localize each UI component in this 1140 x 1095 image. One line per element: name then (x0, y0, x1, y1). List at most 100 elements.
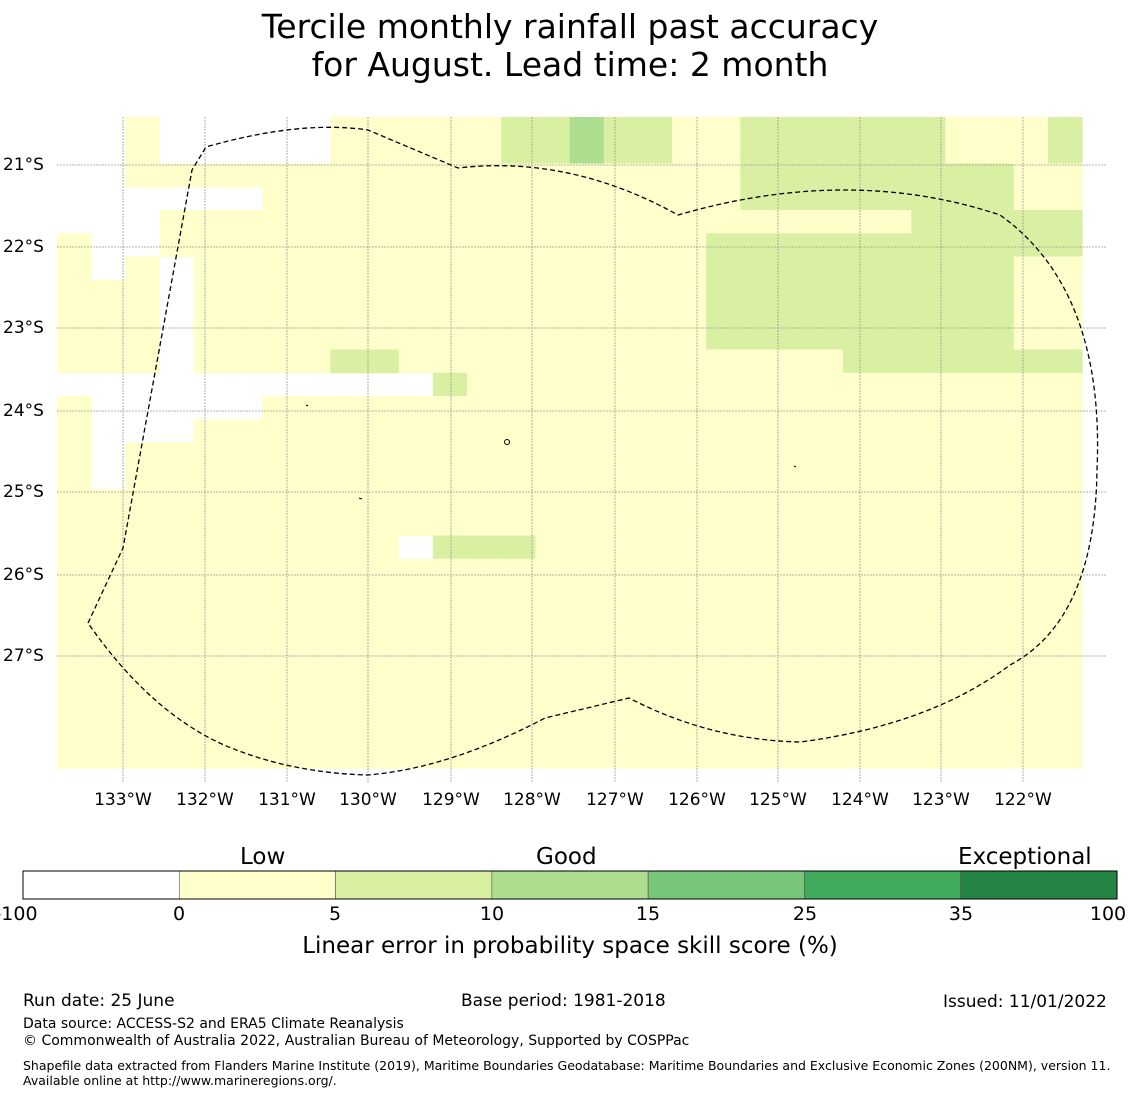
map-cell (296, 163, 331, 188)
map-cell (193, 698, 229, 723)
map-cell (125, 582, 161, 606)
map-cell (262, 721, 297, 746)
map-cell (227, 465, 263, 490)
map-cell (398, 442, 434, 467)
map-cell (1013, 117, 1049, 141)
map-cell (637, 675, 673, 699)
map-cell (159, 163, 195, 188)
map-cell (911, 303, 947, 327)
map-cell (706, 326, 741, 351)
colorbar-segment (804, 870, 962, 900)
map-cell (740, 279, 776, 304)
map-cell (57, 698, 92, 723)
map-cell (706, 117, 741, 141)
map-cell (262, 698, 297, 723)
map-cell (979, 233, 1015, 258)
map-cell (911, 512, 947, 537)
map-cell (535, 675, 571, 699)
map-cell (330, 210, 366, 234)
map-cell (842, 419, 878, 444)
map-cell (945, 117, 981, 141)
map-cell (364, 326, 400, 351)
map-cell (842, 303, 878, 327)
map-cell (432, 326, 468, 351)
map-cell (911, 489, 947, 513)
map-cell (672, 442, 707, 467)
map-cell (262, 396, 297, 420)
map-cell (808, 512, 844, 537)
map-cell (159, 489, 195, 513)
map-cell (877, 303, 912, 327)
map-cell (569, 651, 605, 676)
map-cell (911, 326, 947, 351)
map-cell (467, 163, 502, 188)
map-cell (296, 512, 331, 537)
map-cell (911, 419, 947, 444)
map-cell (569, 465, 605, 490)
map-cell (945, 558, 981, 583)
map-cell (125, 442, 161, 467)
map-cell (364, 303, 400, 327)
map-cell (842, 210, 878, 234)
lon-tick-label: 133°W (94, 790, 152, 810)
map-cell (296, 326, 331, 351)
map-cell (296, 396, 331, 420)
map-cell (432, 721, 468, 746)
map-cell (706, 256, 741, 281)
island-mark (793, 465, 797, 468)
map-cell (603, 605, 639, 630)
map-cell (398, 163, 434, 188)
map-cell (57, 465, 92, 490)
map-cell (501, 256, 536, 281)
map-cell (364, 419, 400, 444)
map-cell (227, 279, 263, 304)
map-cell (706, 675, 741, 699)
map-cell (569, 605, 605, 630)
map-cell (296, 256, 331, 281)
map-cell (535, 233, 571, 258)
map-cell (57, 582, 92, 606)
map-cell (364, 186, 400, 211)
map-cell (330, 558, 366, 583)
map-cell (398, 698, 434, 723)
map-cell (569, 326, 605, 351)
map-cell (808, 349, 844, 374)
map-cell (57, 535, 92, 560)
map-cell (706, 651, 741, 676)
map-cell (637, 419, 673, 444)
island-mark (504, 439, 510, 445)
map-cell (842, 512, 878, 537)
map-cell (979, 396, 1015, 420)
map-cell (877, 349, 912, 374)
map-cell (1013, 186, 1049, 211)
map-cell (296, 558, 331, 583)
map-cell (911, 210, 947, 234)
map-cell (535, 582, 571, 606)
map-cell (432, 186, 468, 211)
map-cell (637, 326, 673, 351)
category-label-good: Good (536, 844, 597, 870)
map-cell (706, 489, 741, 513)
map-cell (1013, 721, 1049, 746)
map-cell (979, 326, 1015, 351)
map-cell (159, 512, 195, 537)
map-cell (706, 512, 741, 537)
map-cell (432, 675, 468, 699)
map-cell (774, 605, 810, 630)
map-cell (603, 582, 639, 606)
map-cell (706, 582, 741, 606)
map-cell (227, 558, 263, 583)
map-cell (945, 465, 981, 490)
map-cell (330, 442, 366, 467)
map-cell (296, 233, 331, 258)
map-cell (398, 140, 434, 165)
map-cell (945, 721, 981, 746)
map-cell (808, 721, 844, 746)
map-cell (808, 744, 844, 769)
map-cell (57, 605, 92, 630)
map-cell (57, 721, 92, 746)
map-cell (1047, 675, 1083, 699)
map-cell (432, 558, 468, 583)
map-cell (467, 489, 502, 513)
map-cell (1047, 582, 1083, 606)
